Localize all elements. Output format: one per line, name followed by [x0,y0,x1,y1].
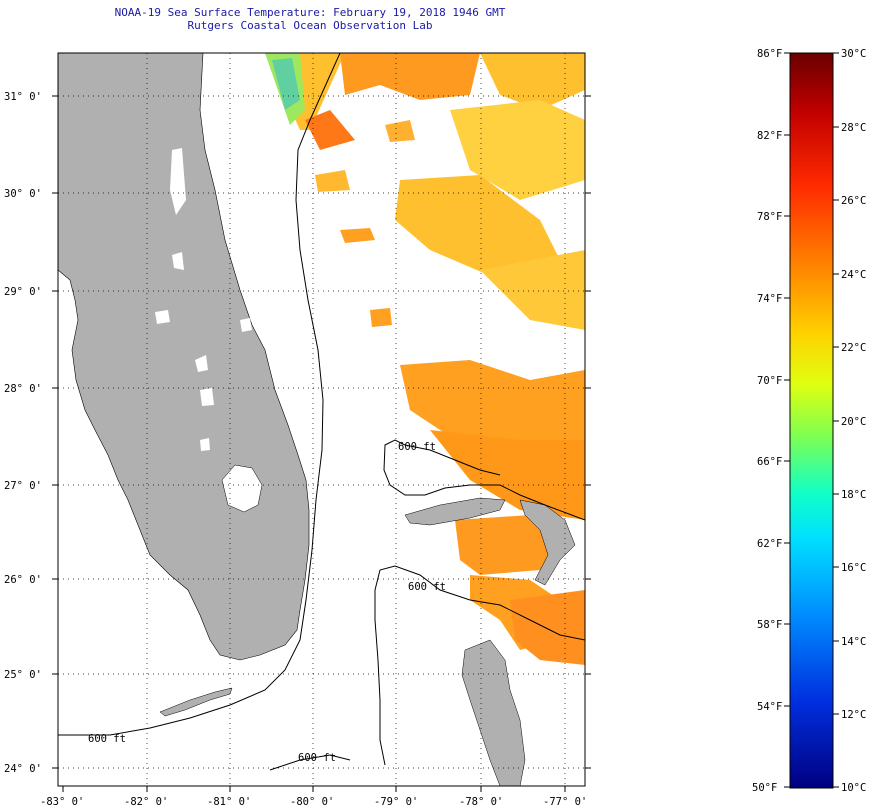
map-subtitle: Rutgers Coastal Ocean Observation Lab [187,19,433,32]
lon-label: -78° 0' [459,796,503,808]
andros-island [461,639,526,786]
lat-label: 26° 0' [4,574,42,586]
lon-label: -80° 0' [290,796,334,808]
contour-label: 600 ft [88,733,126,745]
sst-data-layer [265,53,585,665]
lon-label: -81° 0' [207,796,251,808]
colorbar-f-label: 74°F [757,293,782,305]
lon-label: -82° 0' [124,796,168,808]
colorbar-f-label: 66°F [757,456,782,468]
lon-label: -83° 0' [40,796,84,808]
colorbar-c-label: 16°C [841,562,866,574]
colorbar-f-label: 58°F [757,619,782,631]
lat-label: 29° 0' [4,286,42,298]
colorbar-c-label: 14°C [841,636,866,648]
colorbar-c-label: 26°C [841,195,866,207]
map-title: NOAA-19 Sea Surface Temperature: Februar… [114,6,506,19]
colorbar-f-label: 82°F [757,130,782,142]
lat-label: 31° 0' [4,91,42,103]
abaco-island [519,499,576,586]
graticule [58,53,585,786]
colorbar-f-label: 78°F [757,211,782,223]
lake-okeechobee [221,464,263,513]
lat-label: 27° 0' [4,480,42,492]
inland-lakes [155,148,252,451]
colorbar-c-label: 30°C [841,48,866,60]
colorbar-f-label: 50°F [752,782,777,794]
contour-label: 600 ft [298,752,336,764]
colorbar-c-label: 24°C [841,269,866,281]
colorbar-c-label: 20°C [841,416,866,428]
colorbar [789,52,834,789]
lat-label: 24° 0' [4,763,42,775]
colorbar-c-label: 22°C [841,342,866,354]
lat-label: 25° 0' [4,669,42,681]
lat-label: 30° 0' [4,188,42,200]
lon-label: -77° 0' [543,796,587,808]
contour-label: 600 ft [408,581,446,593]
axis-ticks [52,95,591,792]
colorbar-f-label: 70°F [757,375,782,387]
colorbar-f-label: 54°F [757,701,782,713]
colorbar-ticks [784,52,839,788]
map-frame [57,52,586,787]
lon-label: -79° 0' [374,796,418,808]
colorbar-c-label: 10°C [841,782,866,794]
colorbar-f-label: 86°F [757,48,782,60]
colorbar-c-label: 18°C [841,489,866,501]
grand-bahama [404,497,506,526]
contour-label: 600 ft [398,441,436,453]
lat-label: 28° 0' [4,383,42,395]
colorbar-c-label: 12°C [841,709,866,721]
depth-contours [58,53,585,771]
colorbar-f-label: 62°F [757,538,782,550]
colorbar-c-label: 28°C [841,122,866,134]
